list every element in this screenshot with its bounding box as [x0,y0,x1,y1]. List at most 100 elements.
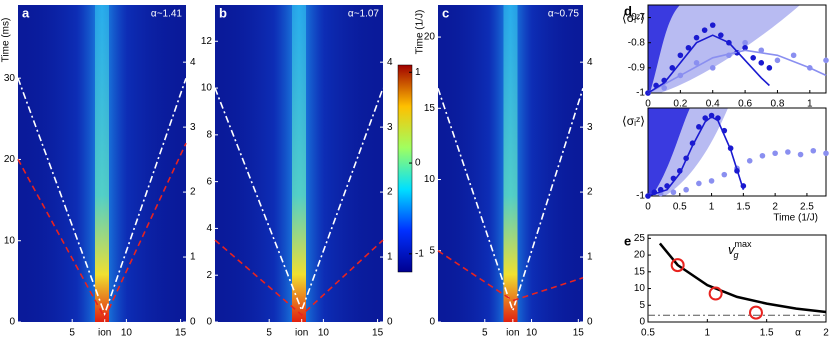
x-tick-label: 0.5 [641,328,655,339]
panel-annotation: α~1.07 [348,9,380,20]
data-point [746,158,753,164]
x-tick-label: 1 [705,328,711,339]
data-point [702,115,709,121]
data-point [701,27,708,33]
data-point [759,152,766,159]
x-tick-label: 1 [807,99,813,110]
y-tick-label: -1 [636,191,645,202]
y-tick-label: 20 [634,250,646,261]
data-point [797,151,804,158]
y2-tick-label: 1 [587,252,593,263]
panel-letter: d [624,3,632,18]
colorbar-tick-label: -1 [415,248,424,259]
data-point [683,186,689,193]
y-tick-label: 5 [639,300,645,311]
y-tick-label: 10 [424,174,436,185]
y-tick-label: 6 [206,176,212,187]
data-point [758,60,765,66]
label-sub: g [734,250,739,260]
data-point [670,189,677,196]
data-point [772,150,778,157]
data-point [766,65,773,71]
x-tick-label: 1.5 [760,328,774,339]
y-axis-label: Time (ms) [1,18,12,63]
y-tick-label: 10 [201,83,213,94]
y-tick-label: 10 [4,235,16,246]
colorbar-tick-label: 0 [415,158,421,169]
x-tick-label: 1.5 [736,202,750,213]
x-axis-label: α [795,328,801,339]
data-point [823,150,829,157]
x-tick-label: 10 [526,328,538,339]
y-tick-label: 12 [201,36,213,47]
data-line [17,77,187,317]
x-tick-label: 10 [318,328,330,339]
data-line [647,115,745,197]
label-base: v [728,242,736,257]
data-point [693,34,700,41]
x-tick-label: 0 [645,202,651,213]
data-point [790,52,797,59]
data-point [685,44,692,51]
y2-tick-label: 1 [190,252,196,263]
y2-tick-label: 2 [190,187,196,198]
data-line [17,142,187,320]
data-point [721,171,728,178]
y-tick-label: -1 [636,88,645,99]
x-tick-label: 0.4 [706,99,720,110]
data-line [214,239,384,317]
heatmap-core [95,5,109,322]
x-tick-label: 0.6 [738,99,752,110]
y-tick-label: 5 [429,245,435,256]
y-tick-label: -0.8 [628,37,646,48]
data-point [750,55,756,61]
y-tick-label: 2 [206,270,212,281]
y2-axis-label: Time (1/J) [415,10,426,55]
y2-tick-label: 0 [387,317,393,328]
y2-tick-label: 3 [190,122,196,133]
x-tick-label: 10 [121,328,133,339]
data-point [774,57,781,64]
colorbar [397,64,413,273]
x-tick-label: 2 [823,328,829,339]
x-tick-label: 15 [573,328,585,339]
y-tick-label: 10 [634,283,646,294]
panel-annotation: α~1.41 [151,9,183,20]
y-tick-label: 0 [429,317,435,328]
colorbar-tick-label: 1 [415,67,421,78]
data-point [742,44,748,51]
data-line [658,242,827,314]
x-tick-label: 0.2 [673,99,687,110]
y-tick-label: -0.7 [628,12,646,23]
data-point [670,258,685,273]
x-tick-label: 2 [772,202,778,213]
x-tick-label: 5 [266,328,272,339]
panel-letter: a [22,5,30,20]
x-tick-label: ion [295,328,308,339]
panel-letter: b [219,5,227,20]
heatmap-core [503,5,518,322]
data-point [661,85,667,91]
y2-tick-label: 3 [587,122,593,133]
data-point [677,52,684,59]
y-tick-label: 0 [206,317,212,328]
y2-tick-label: 3 [387,122,393,133]
x-tick-label: 0.5 [673,202,687,213]
x-tick-label: 1 [709,202,715,213]
curve-label: vmax g [728,239,752,260]
x-tick-label: 2.5 [800,202,814,213]
data-point [696,124,702,130]
x-tick-label: 15 [175,328,187,339]
y-tick-label: 15 [634,266,646,277]
data-line [647,49,827,94]
data-point [810,147,817,154]
x-tick-label: 0 [645,99,651,110]
data-point [785,149,791,155]
data-point [709,65,716,71]
x-tick-label: ion [506,328,519,339]
y-tick-label: 20 [4,154,16,165]
data-point [696,180,702,187]
data-line [647,34,770,94]
label-sup: max [735,239,753,249]
